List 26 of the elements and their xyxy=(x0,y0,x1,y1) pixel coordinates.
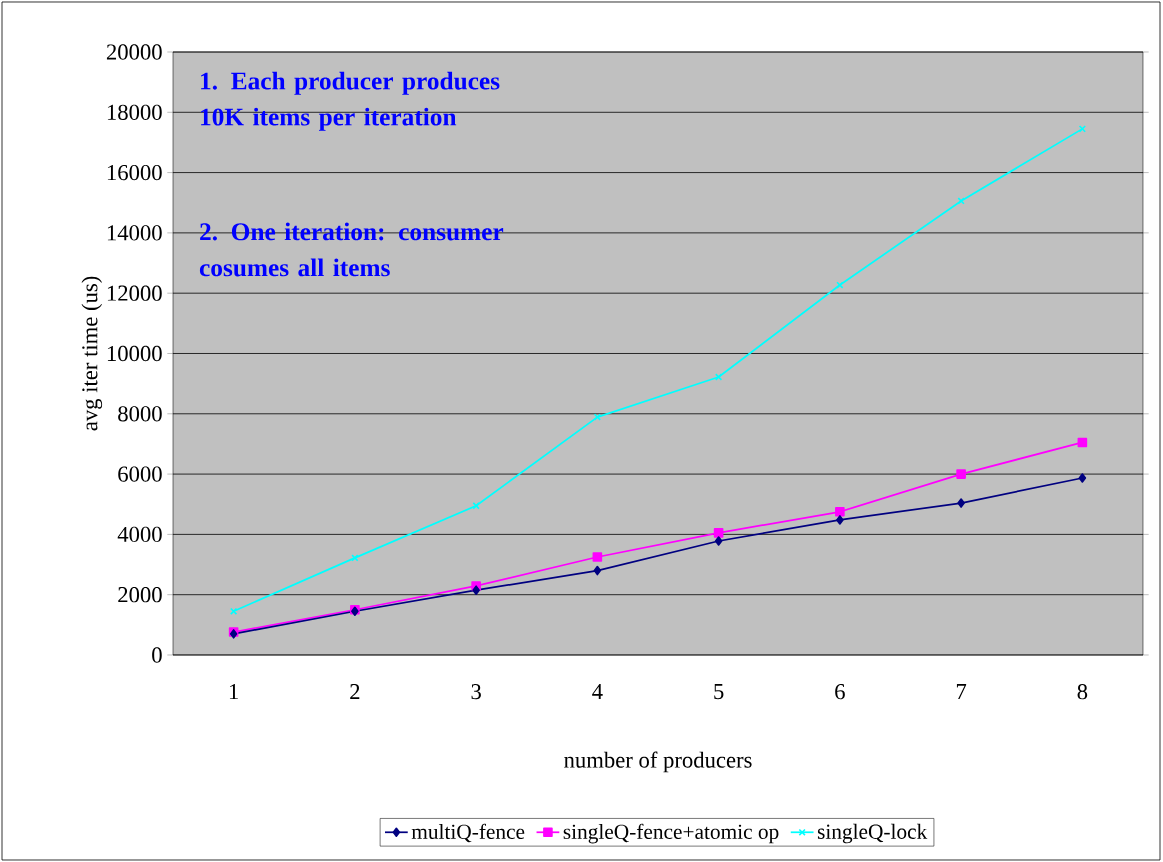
y-tick-label: 0 xyxy=(152,647,162,663)
y-tick-label: 14000 xyxy=(107,225,162,241)
x-tick-label: 7 xyxy=(956,684,967,699)
x-tick-label: 6 xyxy=(835,684,845,700)
y-tick-label: 20000 xyxy=(106,44,162,60)
x-tick-label: 2 xyxy=(350,684,360,700)
y-tick-label: 6000 xyxy=(118,466,162,482)
legend-label: singleQ-lock xyxy=(817,823,928,844)
y-tick-label: 10000 xyxy=(107,345,162,362)
legend-label: singleQ-fence+atomic op xyxy=(563,823,779,844)
x-tick-label: 1 xyxy=(229,684,238,700)
x-tick-label: 5 xyxy=(714,684,724,700)
x-tick-label: 4 xyxy=(592,684,603,699)
y-tick-label: 8000 xyxy=(118,406,162,422)
legend-label: multiQ-fence xyxy=(411,823,525,843)
y-tick-label: 16000 xyxy=(107,164,162,181)
y-tick-label: 2000 xyxy=(118,587,162,603)
y-tick-label: 4000 xyxy=(117,526,162,543)
y-tick-label: 18000 xyxy=(107,104,162,120)
x-tick-label: 8 xyxy=(1077,684,1088,700)
x-axis-title: number of producers xyxy=(564,751,752,773)
y-axis-title: avg iter time (us) xyxy=(81,276,103,431)
y-tick-label: 12000 xyxy=(107,285,162,301)
x-tick-label: 3 xyxy=(471,684,481,700)
annotation: 1. Each producer produces 10K items per iteration xyxy=(201,71,500,131)
annotation: 2. One iteration: consumer cosumes all items xyxy=(199,222,504,277)
